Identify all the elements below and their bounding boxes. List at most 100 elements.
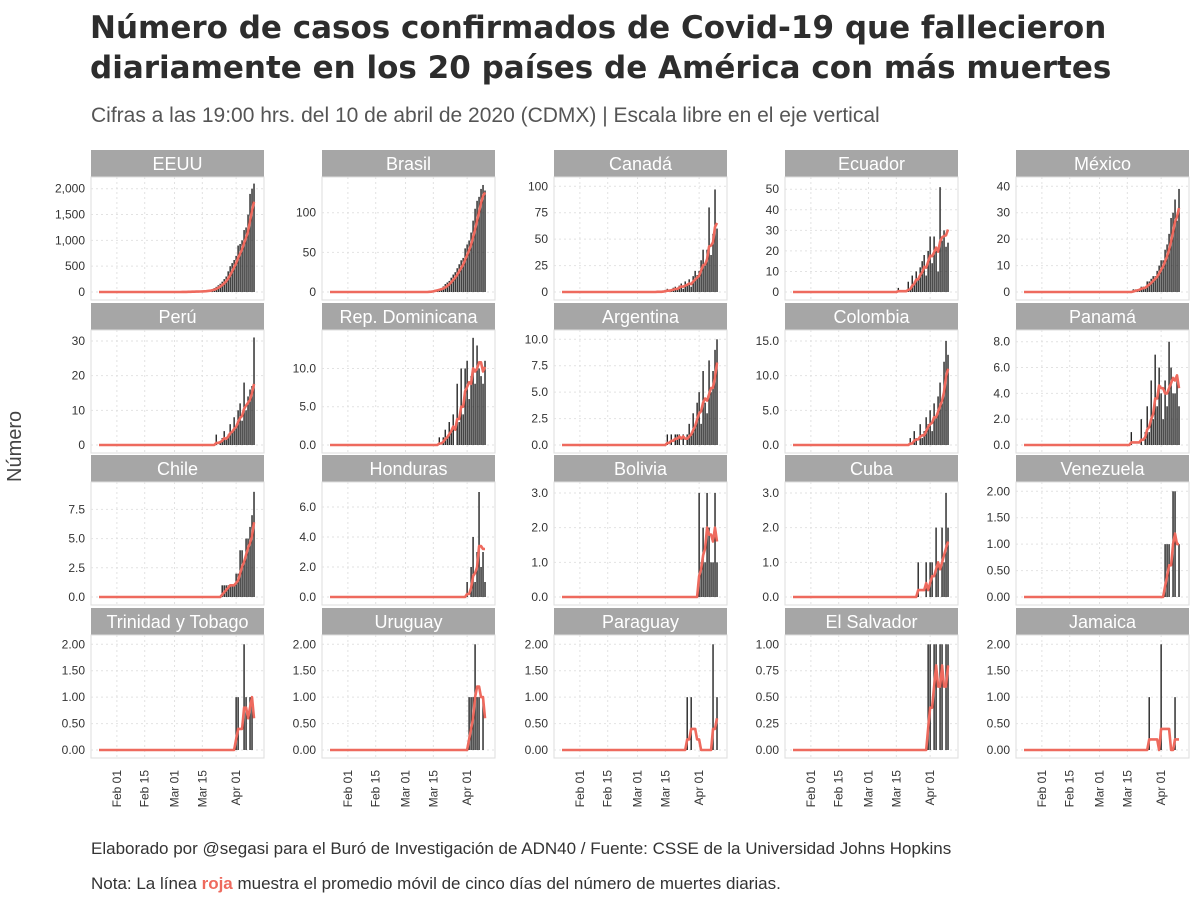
y-tick-label: 1,500 bbox=[55, 208, 85, 222]
facet-strip-label: Brasil bbox=[386, 154, 431, 174]
bar bbox=[476, 552, 478, 597]
x-tick-label: Mar 01 bbox=[1093, 770, 1107, 808]
bar bbox=[945, 340, 947, 445]
panel-frame bbox=[1015, 481, 1190, 606]
y-tick-label: 20 bbox=[766, 244, 780, 258]
bar bbox=[462, 414, 464, 445]
bar bbox=[690, 697, 692, 750]
bar bbox=[221, 281, 223, 292]
bar bbox=[1160, 260, 1162, 292]
bar bbox=[682, 288, 684, 292]
facet-strip-label: Uruguay bbox=[374, 612, 442, 632]
y-tick-label: 0 bbox=[78, 438, 85, 452]
facet-strip-label: Rep. Dominicana bbox=[339, 307, 478, 327]
facet-panel: Canadá 0 25 50 75 100 bbox=[528, 150, 728, 301]
bar bbox=[919, 267, 921, 292]
y-tick-label: 50 bbox=[303, 245, 317, 259]
x-tick-label: Feb 01 bbox=[804, 770, 818, 808]
bar bbox=[1156, 406, 1158, 445]
bar bbox=[927, 644, 929, 750]
bar bbox=[710, 562, 712, 597]
bar bbox=[480, 376, 482, 445]
y-tick-label: 1.50 bbox=[525, 664, 549, 678]
moving-average-line bbox=[330, 360, 487, 447]
bar bbox=[456, 268, 458, 292]
y-tick-label: 30 bbox=[766, 223, 780, 237]
bar bbox=[478, 368, 480, 445]
y-tick-label: 7.5 bbox=[531, 359, 548, 373]
x-tick-label: Mar 15 bbox=[1120, 770, 1134, 808]
bar bbox=[239, 243, 241, 292]
bar bbox=[1164, 544, 1166, 597]
facet-strip bbox=[554, 455, 727, 482]
bar bbox=[666, 434, 669, 445]
y-tick-label: 6.0 bbox=[299, 500, 316, 514]
bar bbox=[1166, 406, 1168, 445]
bar bbox=[698, 392, 700, 445]
bar bbox=[245, 697, 247, 750]
moving-average-line bbox=[99, 522, 256, 599]
y-tick-label: 3.0 bbox=[762, 486, 779, 500]
panel-frame bbox=[553, 634, 728, 759]
facet-strip bbox=[554, 608, 727, 635]
bar bbox=[935, 250, 937, 292]
bar bbox=[947, 644, 949, 750]
footnote-text-after: muestra el promedio móvil de cinco días … bbox=[232, 874, 781, 893]
facet-strip bbox=[554, 303, 727, 330]
bar bbox=[911, 275, 913, 292]
facet-strip bbox=[91, 608, 264, 635]
bar bbox=[470, 376, 472, 445]
bar bbox=[941, 240, 943, 292]
bar bbox=[448, 280, 450, 292]
bar bbox=[706, 249, 708, 292]
bar bbox=[221, 585, 223, 597]
x-tick-label: Feb 15 bbox=[138, 770, 152, 808]
y-tick-label: 4.0 bbox=[993, 386, 1010, 400]
y-tick-label: 8.0 bbox=[993, 335, 1010, 349]
moving-average-line bbox=[1024, 727, 1179, 752]
y-tick-label: 2.5 bbox=[68, 561, 85, 575]
y-tick-label: 0 bbox=[772, 285, 779, 299]
y-tick-label: 2.00 bbox=[525, 637, 549, 651]
bar bbox=[913, 281, 915, 292]
bar bbox=[704, 402, 706, 445]
y-tick-label: 1.00 bbox=[987, 690, 1011, 704]
bar bbox=[937, 396, 939, 445]
bar bbox=[480, 567, 482, 597]
bar bbox=[1174, 199, 1176, 292]
y-tick-label: 1.0 bbox=[531, 555, 548, 569]
bar bbox=[247, 396, 249, 445]
bar bbox=[227, 434, 229, 445]
facet-strip-label: Canadá bbox=[609, 154, 673, 174]
y-tick-label: 10.0 bbox=[525, 332, 549, 346]
bar bbox=[243, 644, 245, 750]
bar bbox=[482, 552, 484, 597]
moving-average-line bbox=[1024, 207, 1181, 294]
bar bbox=[247, 538, 249, 597]
bar bbox=[243, 230, 245, 292]
panel-frame bbox=[321, 176, 496, 301]
bar bbox=[913, 431, 915, 445]
facet-strip bbox=[785, 303, 958, 330]
bar bbox=[698, 270, 700, 292]
x-tick-label: Feb 01 bbox=[573, 770, 587, 808]
bar bbox=[237, 410, 239, 445]
y-tick-label: 5.0 bbox=[762, 403, 779, 417]
y-tick-label: 2.5 bbox=[531, 412, 548, 426]
bar bbox=[919, 424, 921, 445]
bar bbox=[1168, 341, 1170, 445]
bar bbox=[231, 431, 233, 445]
y-tick-label: 7.5 bbox=[68, 502, 85, 516]
moving-average-line bbox=[330, 685, 487, 752]
bar bbox=[474, 383, 476, 445]
bar bbox=[694, 423, 696, 445]
bar bbox=[235, 255, 237, 292]
y-tick-label: 2.00 bbox=[62, 637, 86, 651]
facet-strip-label: Colombia bbox=[833, 307, 910, 327]
bar bbox=[472, 537, 474, 597]
footnote-highlight: roja bbox=[201, 874, 233, 893]
panel-frame bbox=[90, 176, 265, 301]
bar bbox=[678, 434, 680, 445]
facet-strip-label: El Salvador bbox=[825, 612, 917, 632]
bar bbox=[227, 585, 229, 597]
